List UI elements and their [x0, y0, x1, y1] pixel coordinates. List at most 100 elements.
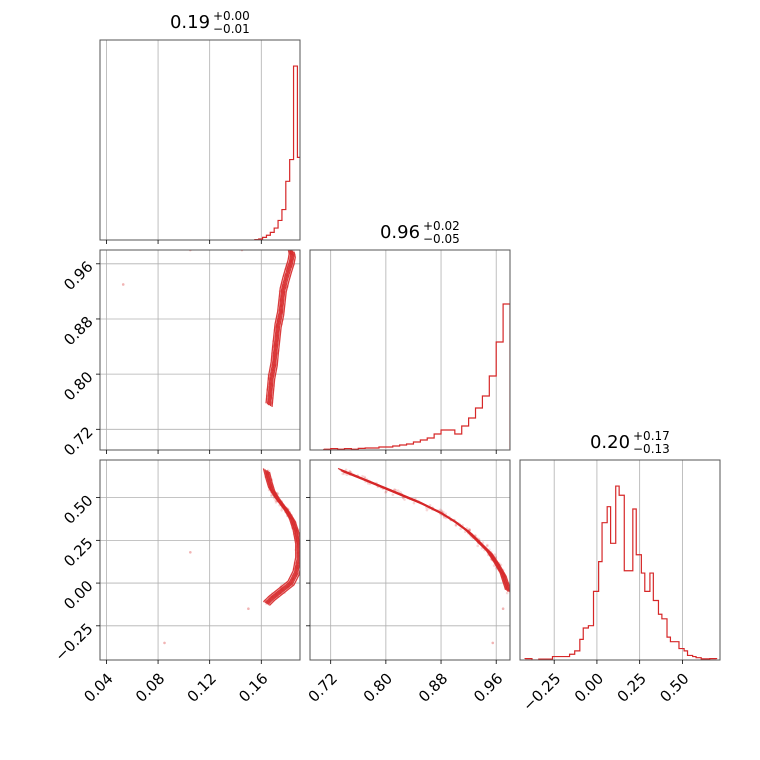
histogram-bin: [290, 160, 294, 239]
hist-p2-title-base: 0.96: [380, 222, 420, 243]
scatter-p1-p3-plot: [100, 460, 300, 660]
histogram-bin: [270, 232, 274, 239]
sample-point: [486, 543, 489, 547]
histogram-bin: [696, 658, 701, 659]
scatter-p1-p2-frame: [99, 249, 301, 451]
histogram-bin: [503, 304, 510, 449]
sample-point: [493, 553, 496, 556]
x-tick-label: 0.50: [656, 670, 692, 706]
y-tick-label: 0.96: [60, 258, 96, 294]
hist-p1-title-base: 0.19: [170, 12, 210, 33]
histogram-bin: [602, 523, 607, 659]
histogram-bin: [607, 507, 610, 659]
histogram-bin: [393, 446, 400, 449]
histogram-bin: [266, 235, 270, 239]
scatter-p1-p2-plot: [100, 250, 300, 450]
histogram-bin: [263, 237, 267, 239]
x-tick-label: 0.08: [132, 670, 168, 706]
histogram-bin: [650, 573, 653, 659]
y-tick-label: 0.80: [60, 368, 96, 404]
density-contour: [340, 469, 510, 592]
histogram-bin: [420, 440, 427, 449]
x-tick-label: 0.80: [360, 670, 396, 706]
sample-point: [459, 527, 462, 531]
histogram-bin: [636, 555, 641, 659]
histogram-bin: [274, 228, 278, 239]
density-contour: [262, 468, 297, 603]
sample-point: [468, 528, 472, 532]
histogram-bin: [552, 657, 555, 659]
sample-point: [438, 508, 442, 512]
density-contour: [267, 250, 294, 406]
density-contour: [269, 250, 295, 407]
sample-point: [412, 501, 416, 505]
sample-point: [385, 490, 388, 493]
histogram-bin: [441, 430, 448, 449]
histogram-bin: [676, 642, 679, 659]
histogram-bin: [286, 181, 290, 239]
sample-point: [393, 488, 397, 491]
histogram-bin: [662, 619, 667, 659]
hist-p1-frame: [99, 39, 301, 241]
density-contour: [343, 471, 510, 591]
sample-point: [344, 468, 348, 472]
histogram-bin: [400, 445, 407, 449]
histogram-bin: [372, 448, 379, 449]
sample-point: [403, 498, 406, 501]
hist-p3-title-base: 0.20: [590, 432, 630, 453]
histogram-bin: [570, 654, 575, 659]
histogram-bin: [670, 642, 675, 659]
sample-point: [189, 551, 192, 554]
histogram-bin: [434, 434, 441, 449]
sample-point: [348, 470, 352, 473]
histogram-bin: [482, 396, 489, 449]
histogram-bin: [476, 408, 483, 449]
x-tick-label: 0.16: [235, 670, 271, 706]
x-tick-label: 0.00: [571, 670, 607, 706]
sample-point: [384, 491, 387, 494]
y-tick-label: 0.72: [60, 423, 96, 459]
scatter-p2-p3-frame: [309, 459, 511, 661]
histogram-bin: [566, 657, 569, 659]
y-tick-label: 0.88: [60, 313, 96, 349]
density-contour: [266, 250, 292, 405]
histogram-bin: [667, 637, 670, 659]
histogram-bin: [645, 591, 650, 659]
scatter-p2-p3-plot: [310, 460, 510, 660]
sample-point: [247, 607, 250, 611]
histogram-bin: [624, 571, 627, 659]
histogram-bin: [386, 447, 393, 449]
hist-p1-title-upper-error: +0.00: [213, 9, 250, 23]
x-tick-label: 0.72: [305, 670, 341, 706]
y-tick-label: −0.25: [51, 620, 96, 665]
histogram-bin: [407, 444, 414, 449]
histogram-bin: [679, 649, 684, 659]
hist-p3-step-line: [524, 485, 718, 660]
sample-point: [163, 641, 166, 645]
sample-point: [363, 475, 366, 479]
histogram-bin: [365, 448, 372, 449]
histogram-bin: [575, 651, 580, 659]
hist-p2-title-upper-error: +0.02: [423, 219, 460, 233]
histogram-bin: [688, 655, 693, 659]
sample-point: [440, 509, 444, 513]
histogram-bin: [496, 342, 503, 449]
sample-point: [492, 564, 496, 567]
histogram-bin: [588, 626, 593, 659]
density-contour: [265, 250, 290, 404]
histogram-bin: [580, 639, 583, 659]
histogram-bin: [413, 442, 420, 449]
histogram-bin: [469, 418, 476, 449]
density-contour: [265, 469, 300, 605]
sample-point: [491, 641, 495, 645]
sample-point: [468, 528, 471, 531]
hist-p3-frame: [519, 459, 721, 661]
density-contour: [267, 470, 300, 605]
x-tick-label: 0.25: [614, 670, 650, 706]
histogram-bin: [455, 434, 462, 449]
sample-point: [476, 544, 480, 548]
sample-point: [121, 283, 125, 286]
sample-point: [394, 489, 398, 492]
histogram-bin: [619, 495, 624, 659]
